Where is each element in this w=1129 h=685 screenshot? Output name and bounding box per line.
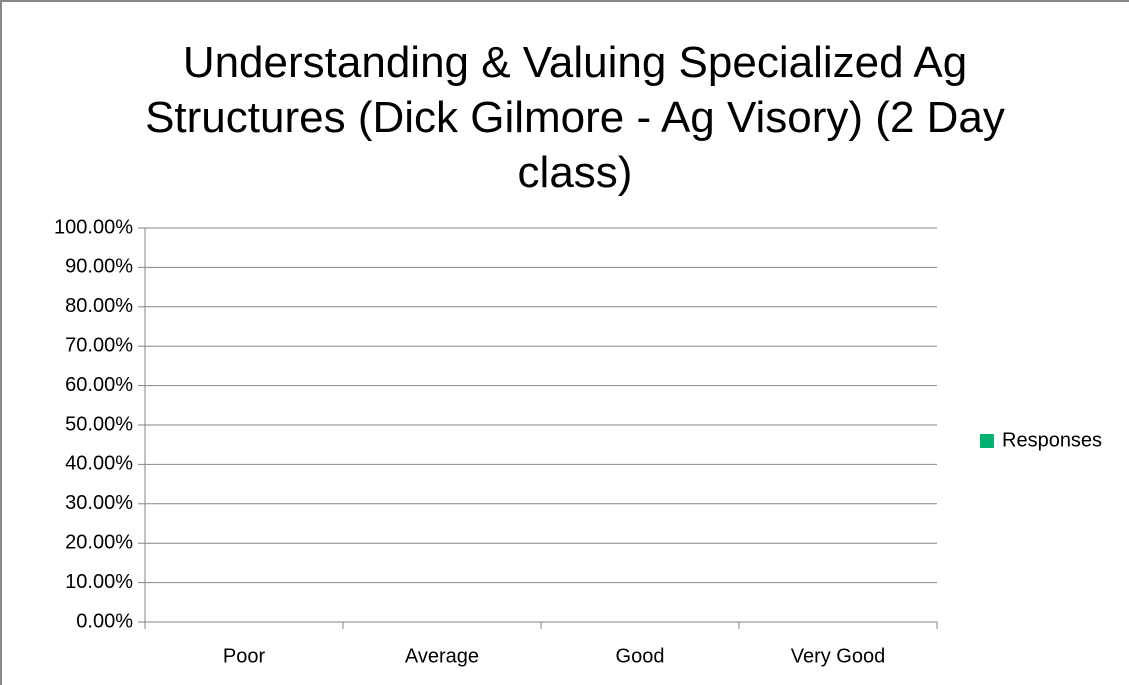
y-tick-label: 90.00% [65, 256, 133, 278]
y-tick-label: 60.00% [65, 374, 133, 396]
chart-title: Understanding & Valuing Specialized Ag S… [145, 38, 1005, 197]
y-tick-label: 20.00% [65, 531, 133, 553]
y-tick-label: 80.00% [65, 295, 133, 317]
y-tick-label: 0.00% [76, 610, 133, 632]
x-tick-label: Poor [223, 645, 266, 667]
y-tick-label: 40.00% [65, 453, 133, 475]
x-tick-label: Average [405, 645, 479, 667]
y-tick-label: 50.00% [65, 413, 133, 435]
y-tick-label: 70.00% [65, 334, 133, 356]
y-tick-label: 10.00% [65, 571, 133, 593]
legend-swatch [980, 434, 994, 448]
x-tick-label: Very Good [791, 645, 886, 667]
y-tick-label: 100.00% [54, 216, 133, 238]
legend-label: Responses [1002, 429, 1102, 451]
y-tick-label: 30.00% [65, 492, 133, 514]
x-tick-label: Good [616, 645, 665, 667]
